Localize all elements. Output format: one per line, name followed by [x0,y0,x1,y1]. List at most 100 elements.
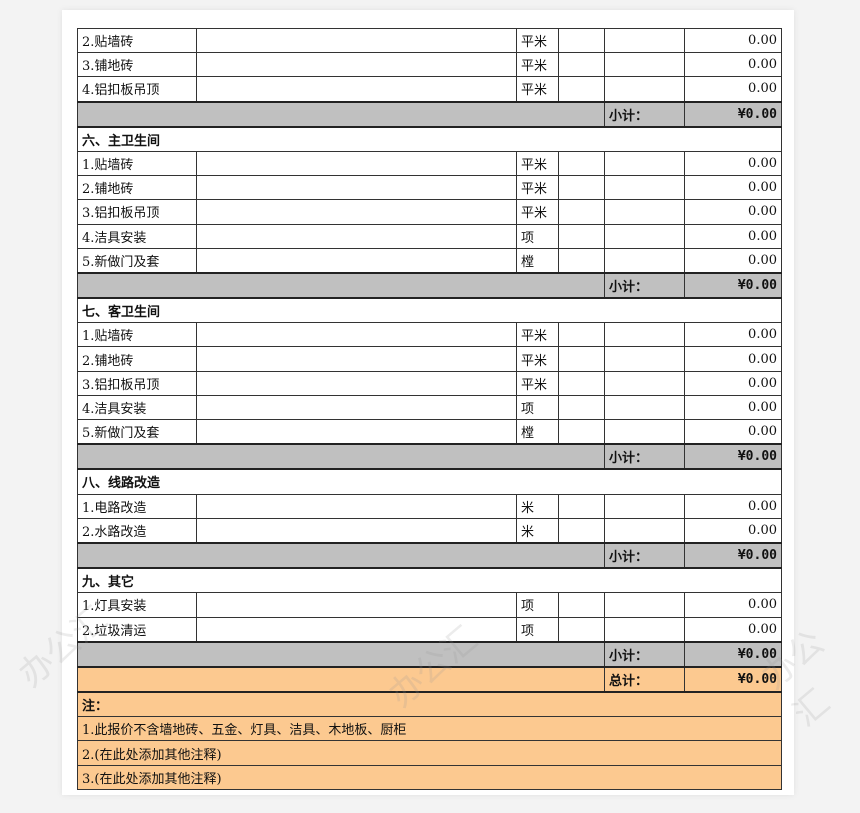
item-name-cell[interactable]: 3.铝扣板吊顶 [77,370,197,396]
quantity-cell[interactable] [558,199,605,225]
spec-cell[interactable] [196,322,517,348]
spec-cell[interactable] [196,52,517,78]
unit-cell[interactable]: 平米 [516,150,559,177]
amount-cell[interactable]: 0.00 [684,370,782,396]
subtotal-label[interactable]: 小计： [604,541,685,570]
unit-price-cell[interactable] [604,493,685,519]
item-name-cell[interactable]: 2.水路改造 [77,517,197,544]
unit-cell[interactable]: 平米 [516,52,559,78]
spec-cell[interactable] [196,493,517,519]
section-title[interactable]: 六、主卫生间 [77,126,782,152]
spec-cell[interactable] [196,27,517,54]
amount-cell[interactable]: 0.00 [684,247,782,274]
unit-price-cell[interactable] [604,150,685,177]
unit-cell[interactable]: 平米 [516,175,559,201]
subtotal-label[interactable]: 小计： [604,443,685,471]
unit-cell[interactable]: 樘 [516,419,559,445]
amount-cell[interactable]: 0.00 [684,76,782,103]
amount-cell[interactable]: 0.00 [684,52,782,78]
blank-cell[interactable] [77,100,605,128]
spec-cell[interactable] [196,616,517,643]
unit-cell[interactable]: 平米 [516,27,559,54]
amount-cell[interactable]: 0.00 [684,592,782,618]
section-title[interactable]: 八、线路改造 [77,468,782,495]
amount-cell[interactable]: 0.00 [684,322,782,348]
spec-cell[interactable] [196,370,517,396]
unit-price-cell[interactable] [604,27,685,54]
note-text[interactable]: 1.此报价不含墙地砖、五金、灯具、洁具、木地板、厨柜 [77,716,782,742]
blank-cell[interactable] [77,443,605,471]
unit-cell[interactable]: 樘 [516,247,559,274]
item-name-cell[interactable]: 5.新做门及套 [77,419,197,445]
item-name-cell[interactable]: 1.灯具安装 [77,592,197,618]
item-name-cell[interactable]: 4.洁具安装 [77,223,197,249]
item-name-cell[interactable]: 3.铺地砖 [77,52,197,78]
unit-cell[interactable]: 项 [516,223,559,249]
item-name-cell[interactable]: 2.垃圾清运 [77,616,197,643]
spec-cell[interactable] [196,346,517,372]
quantity-cell[interactable] [558,346,605,372]
unit-price-cell[interactable] [604,370,685,396]
unit-price-cell[interactable] [604,419,685,445]
subtotal-value[interactable]: ¥0.00 [684,100,782,128]
unit-cell[interactable]: 项 [516,394,559,421]
blank-cell[interactable] [77,541,605,570]
unit-cell[interactable]: 项 [516,592,559,618]
quantity-cell[interactable] [558,247,605,274]
subtotal-value[interactable]: ¥0.00 [684,541,782,570]
amount-cell[interactable]: 0.00 [684,394,782,421]
quantity-cell[interactable] [558,517,605,544]
quantity-cell[interactable] [558,76,605,103]
item-name-cell[interactable]: 3.铝扣板吊顶 [77,199,197,225]
spec-cell[interactable] [196,394,517,421]
quantity-cell[interactable] [558,616,605,643]
amount-cell[interactable]: 0.00 [684,419,782,445]
amount-cell[interactable]: 0.00 [684,493,782,519]
unit-price-cell[interactable] [604,394,685,421]
quantity-cell[interactable] [558,150,605,177]
unit-cell[interactable]: 平米 [516,346,559,372]
item-name-cell[interactable]: 1.电路改造 [77,493,197,519]
item-name-cell[interactable]: 2.铺地砖 [77,175,197,201]
unit-price-cell[interactable] [604,199,685,225]
spec-cell[interactable] [196,76,517,103]
unit-price-cell[interactable] [604,322,685,348]
unit-price-cell[interactable] [604,517,685,544]
unit-price-cell[interactable] [604,52,685,78]
quantity-cell[interactable] [558,52,605,78]
amount-cell[interactable]: 0.00 [684,346,782,372]
unit-price-cell[interactable] [604,592,685,618]
quantity-cell[interactable] [558,592,605,618]
item-name-cell[interactable]: 4.铝扣板吊顶 [77,76,197,103]
amount-cell[interactable]: 0.00 [684,616,782,643]
note-text[interactable]: 注： [77,691,782,718]
item-name-cell[interactable]: 2.贴墙砖 [77,27,197,54]
amount-cell[interactable]: 0.00 [684,199,782,225]
subtotal-value[interactable]: ¥0.00 [684,271,782,300]
item-name-cell[interactable]: 4.洁具安装 [77,394,197,421]
unit-cell[interactable]: 米 [516,517,559,544]
quantity-cell[interactable] [558,27,605,54]
quantity-cell[interactable] [558,493,605,519]
spec-cell[interactable] [196,592,517,618]
quantity-cell[interactable] [558,175,605,201]
total-value[interactable]: ¥0.00 [684,666,782,694]
spec-cell[interactable] [196,199,517,225]
spec-cell[interactable] [196,517,517,544]
subtotal-value[interactable]: ¥0.00 [684,443,782,471]
note-text[interactable]: 2.(在此处添加其他注释) [77,740,782,766]
unit-price-cell[interactable] [604,175,685,201]
subtotal-label[interactable]: 小计： [604,271,685,300]
quantity-cell[interactable] [558,370,605,396]
amount-cell[interactable]: 0.00 [684,27,782,54]
unit-price-cell[interactable] [604,223,685,249]
subtotal-label[interactable]: 小计： [604,100,685,128]
unit-price-cell[interactable] [604,346,685,372]
quantity-cell[interactable] [558,419,605,445]
spec-cell[interactable] [196,419,517,445]
blank-cell[interactable] [77,666,605,694]
quantity-cell[interactable] [558,322,605,348]
subtotal-label[interactable]: 小计： [604,640,685,668]
total-label[interactable]: 总计： [604,666,685,694]
item-name-cell[interactable]: 1.贴墙砖 [77,150,197,177]
